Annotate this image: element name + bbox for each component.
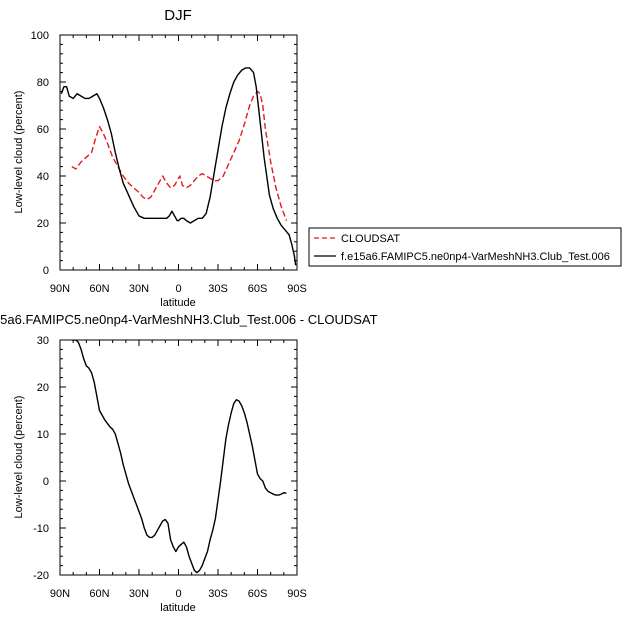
x-tick-label: 60N	[89, 283, 109, 295]
y-tick-label: 80	[37, 77, 49, 89]
y-tick-label: 0	[43, 476, 49, 488]
panel-bottom-ylabel: Low-level cloud (percent)	[13, 396, 25, 519]
panel-top-frame	[59, 34, 298, 271]
legend-label-model: f.e15a6.FAMIPC5.ne0np4-VarMeshNH3.Club_T…	[341, 251, 610, 263]
y-tick-label: 100	[31, 30, 49, 42]
x-tick-label: 60S	[248, 588, 268, 600]
y-tick-label: 20	[37, 382, 49, 394]
x-tick-label: 90N	[50, 283, 70, 295]
panel-top-title: DJF	[164, 7, 192, 24]
panel-bottom-frame	[59, 339, 298, 576]
series-line-bottom-0	[71, 340, 287, 574]
series-line-top-1	[60, 67, 297, 266]
series-line-top-0	[71, 90, 288, 221]
y-tick-label: 40	[37, 171, 49, 183]
legend: CLOUDSAT f.e15a6.FAMIPC5.ne0np4-VarMeshN…	[308, 227, 622, 267]
x-tick-label: 90S	[287, 588, 307, 600]
y-tick-label: 60	[37, 124, 49, 136]
x-tick-label: 30N	[129, 588, 149, 600]
x-tick-label: 90S	[287, 283, 307, 295]
x-tick-label: 60N	[89, 588, 109, 600]
x-tick-label: 0	[175, 283, 181, 295]
panel-top: DJF Low-level cloud (percent) latitude 9…	[13, 7, 307, 309]
x-tick-label: 30S	[208, 588, 228, 600]
panel-bottom-title: f.e15a6.FAMIPC5.ne0np4-VarMeshNH3.Club_T…	[0, 312, 378, 327]
legend-label-cloudsat: CLOUDSAT	[341, 233, 400, 245]
legend-box	[308, 227, 622, 267]
panel-top-xlabel: latitude	[160, 297, 195, 309]
y-tick-label: -10	[33, 523, 49, 535]
y-tick-label: 10	[37, 429, 49, 441]
x-tick-label: 30N	[129, 283, 149, 295]
y-tick-label: 30	[37, 335, 49, 347]
x-tick-label: 30S	[208, 283, 228, 295]
y-tick-label: -20	[33, 570, 49, 582]
y-tick-label: 0	[43, 265, 49, 277]
panel-bottom: f.e15a6.FAMIPC5.ne0np4-VarMeshNH3.Club_T…	[0, 312, 378, 614]
x-tick-label: 0	[175, 588, 181, 600]
x-tick-label: 90N	[50, 588, 70, 600]
x-tick-label: 60S	[248, 283, 268, 295]
y-tick-label: 20	[37, 218, 49, 230]
panel-top-ylabel: Low-level cloud (percent)	[13, 91, 25, 214]
panel-bottom-xlabel: latitude	[160, 602, 195, 614]
